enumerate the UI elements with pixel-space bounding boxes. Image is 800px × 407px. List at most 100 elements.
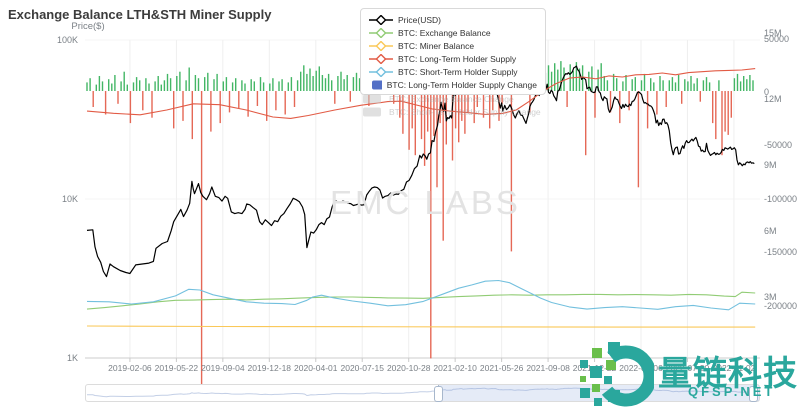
price-usd--line[interactable] bbox=[86, 65, 755, 278]
lth-change-bar[interactable] bbox=[646, 91, 649, 129]
lth-change-bar[interactable] bbox=[253, 81, 255, 91]
datazoom-right-handle[interactable] bbox=[749, 386, 758, 402]
lth-change-bar[interactable] bbox=[250, 79, 252, 91]
lth-change-bar[interactable] bbox=[340, 71, 342, 91]
lth-change-bar[interactable] bbox=[609, 91, 612, 113]
lth-change-bar[interactable] bbox=[687, 81, 689, 91]
lth-change-bar[interactable] bbox=[179, 71, 181, 91]
lth-change-bar[interactable] bbox=[334, 91, 336, 104]
lth-change-bar[interactable] bbox=[219, 91, 221, 124]
lth-change-bar[interactable] bbox=[290, 77, 293, 91]
lth-change-bar[interactable] bbox=[616, 78, 618, 91]
lth-change-bar[interactable] bbox=[343, 79, 345, 91]
lth-change-bar[interactable] bbox=[693, 83, 695, 92]
lth-change-bar[interactable] bbox=[293, 91, 296, 107]
lth-change-bar[interactable] bbox=[272, 78, 274, 91]
lth-change-bar[interactable] bbox=[126, 84, 128, 91]
lth-change-bar[interactable] bbox=[557, 69, 559, 91]
lth-change-bar[interactable] bbox=[492, 91, 494, 111]
lth-change-bar[interactable] bbox=[749, 75, 751, 91]
lth-change-bar[interactable] bbox=[712, 91, 714, 124]
lth-change-bar[interactable] bbox=[132, 82, 135, 91]
lth-change-bar[interactable] bbox=[665, 91, 667, 107]
lth-change-bar[interactable] bbox=[231, 82, 234, 91]
lth-change-bar[interactable] bbox=[659, 76, 661, 91]
lth-change-bar[interactable] bbox=[489, 91, 491, 129]
lth-change-bar[interactable] bbox=[550, 71, 553, 91]
lth-change-bar[interactable] bbox=[643, 73, 646, 91]
lth-change-bar[interactable] bbox=[578, 68, 581, 92]
lth-change-bar[interactable] bbox=[393, 91, 395, 104]
lth-change-bar[interactable] bbox=[160, 84, 162, 91]
legend-item-btc-long-term-holder-supply[interactable]: BTC: Long-Term Holder Supply bbox=[369, 52, 537, 65]
lth-change-bar[interactable] bbox=[547, 65, 550, 91]
lth-change-bar[interactable] bbox=[640, 80, 643, 91]
lth-change-bar[interactable] bbox=[677, 75, 680, 91]
lth-change-bar[interactable] bbox=[529, 91, 531, 113]
lth-change-bar[interactable] bbox=[117, 91, 119, 104]
lth-change-bar[interactable] bbox=[303, 65, 305, 91]
lth-change-bar[interactable] bbox=[244, 83, 246, 92]
lth-change-bar[interactable] bbox=[594, 91, 596, 118]
lth-change-bar[interactable] bbox=[225, 77, 228, 91]
lth-change-bar[interactable] bbox=[436, 91, 438, 188]
lth-change-bar[interactable] bbox=[739, 81, 742, 91]
lth-change-bar[interactable] bbox=[142, 91, 144, 111]
lth-change-bar[interactable] bbox=[331, 80, 333, 91]
legend-item-btc-long-term-holder-supply-change[interactable]: BTC: Long-Term Holder Supply Change bbox=[369, 78, 537, 91]
lth-change-bar[interactable] bbox=[210, 91, 212, 132]
lth-change-bar[interactable] bbox=[430, 91, 432, 359]
lth-change-bar[interactable] bbox=[355, 72, 358, 91]
lth-change-bar[interactable] bbox=[315, 70, 317, 91]
lth-change-bar[interactable] bbox=[349, 91, 351, 102]
lth-change-bar[interactable] bbox=[104, 91, 107, 115]
lth-change-bar[interactable] bbox=[222, 81, 224, 91]
lth-change-bar[interactable] bbox=[411, 91, 413, 129]
lth-change-bar[interactable] bbox=[207, 72, 209, 91]
datazoom-slider[interactable] bbox=[85, 384, 760, 402]
lth-change-bar[interactable] bbox=[671, 77, 674, 91]
lth-change-bar[interactable] bbox=[498, 91, 500, 121]
lth-change-bar[interactable] bbox=[228, 91, 231, 113]
lth-change-bar[interactable] bbox=[560, 61, 562, 91]
lth-change-bar[interactable] bbox=[281, 79, 283, 91]
lth-change-bar[interactable] bbox=[166, 73, 169, 91]
lth-change-bar[interactable] bbox=[306, 73, 308, 91]
lth-change-bar[interactable] bbox=[746, 79, 748, 91]
lth-change-bar[interactable] bbox=[451, 91, 454, 161]
lth-change-bar[interactable] bbox=[427, 91, 429, 132]
lth-change-bar[interactable] bbox=[718, 80, 720, 91]
lth-change-bar[interactable] bbox=[200, 91, 203, 388]
legend-item-btc-miner-balance[interactable]: BTC: Miner Balance bbox=[369, 39, 537, 52]
lth-change-bar[interactable] bbox=[278, 81, 280, 91]
lth-change-bar[interactable] bbox=[699, 91, 701, 102]
lth-change-bar[interactable] bbox=[721, 91, 723, 156]
lth-change-bar[interactable] bbox=[662, 80, 664, 91]
lth-change-bar[interactable] bbox=[625, 75, 627, 91]
legend-item-btc-exchange-balance[interactable]: BTC: Exchange Balance bbox=[369, 26, 537, 39]
lth-change-bar[interactable] bbox=[743, 76, 745, 91]
lth-change-bar[interactable] bbox=[730, 91, 732, 118]
lth-change-bar[interactable] bbox=[163, 80, 166, 91]
lth-change-bar[interactable] bbox=[213, 79, 215, 91]
datazoom-left-handle[interactable] bbox=[434, 386, 443, 402]
lth-change-bar[interactable] bbox=[169, 78, 172, 91]
btc-short-term-holder-supply-line[interactable] bbox=[86, 279, 756, 311]
lth-change-bar[interactable] bbox=[256, 91, 259, 106]
lth-change-bar[interactable] bbox=[597, 69, 599, 91]
lth-change-bar[interactable] bbox=[352, 77, 355, 91]
lth-change-bar[interactable] bbox=[634, 77, 636, 91]
lth-change-bar[interactable] bbox=[204, 77, 206, 91]
lth-change-bar[interactable] bbox=[324, 78, 327, 91]
lth-change-bar[interactable] bbox=[191, 91, 193, 140]
lth-change-bar[interactable] bbox=[275, 91, 277, 111]
lth-change-bar[interactable] bbox=[145, 78, 147, 91]
lth-change-bar[interactable] bbox=[238, 91, 240, 109]
lth-change-bar[interactable] bbox=[650, 78, 652, 91]
lth-change-bar[interactable] bbox=[563, 67, 565, 92]
lth-change-bar[interactable] bbox=[690, 76, 692, 91]
lth-change-bar[interactable] bbox=[702, 80, 705, 91]
lth-change-bar[interactable] bbox=[733, 78, 736, 91]
lth-change-bar[interactable] bbox=[588, 71, 590, 91]
